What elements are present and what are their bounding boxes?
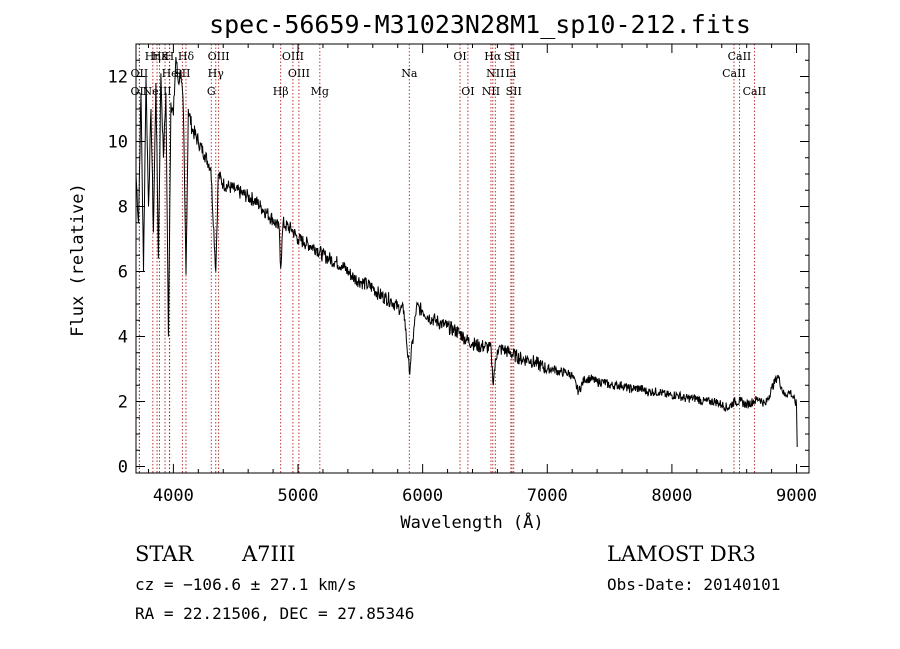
y-tick-label-4: 8	[118, 198, 128, 218]
observation-date: Obs-Date: 20140101	[607, 575, 780, 594]
redshift-cz: cz = −106.6 ± 27.1 km/s	[135, 575, 357, 594]
line-marker-label-26: CaII	[728, 50, 752, 63]
spectrum-series-line	[135, 56, 798, 448]
x-axis-ticks: 4000 5000 6000 7000 8000 9000	[147, 44, 817, 506]
y-tick-label-3: 6	[118, 263, 128, 283]
line-marker-label-6: He	[162, 67, 178, 80]
line-markers	[138, 44, 755, 473]
x-tick-label-5: 9000	[776, 486, 817, 506]
x-tick-label-3: 7000	[527, 486, 568, 506]
line-marker-label-7: NeIII	[142, 85, 171, 98]
line-marker-label-24: NII	[482, 85, 500, 98]
sky-coordinates: RA = 22.21506, DEC = 27.85346	[135, 604, 414, 623]
object-class: STAR	[135, 542, 194, 566]
y-tick-label-1: 2	[118, 393, 128, 413]
line-marker-label-8: SII	[174, 67, 190, 80]
x-tick-label-0: 4000	[153, 486, 194, 506]
line-marker-label-12: G	[207, 85, 216, 98]
y-tick-label-6: 12	[108, 68, 128, 88]
line-marker-label-22: NII	[486, 67, 504, 80]
line-marker-label-2: OII	[131, 85, 149, 98]
chart-title: spec-56659-M31023N28M1_sp10-212.fits	[209, 10, 751, 39]
line-marker-label-14: OIII	[288, 67, 310, 80]
x-tick-label-4: 8000	[651, 486, 692, 506]
line-marker-label-5: K	[161, 50, 170, 63]
y-axis-label: Flux (relative)	[68, 183, 88, 337]
line-marker-label-19: OI	[461, 85, 474, 98]
survey-name: LAMOST DR3	[607, 542, 756, 566]
line-marker-label-11: Hγ	[208, 67, 225, 80]
x-tick-label-2: 6000	[402, 486, 443, 506]
line-marker-label-4: H	[165, 50, 175, 63]
object-subclass: A7III	[241, 542, 295, 566]
line-marker-label-17: Na	[401, 67, 418, 80]
y-axis-ticks: 0 2 4 6 8 10 12	[108, 59, 809, 478]
line-marker-label-20: Hα	[484, 50, 502, 63]
line-marker-label-10: OIII	[208, 50, 230, 63]
line-marker-label-25: SII	[506, 85, 522, 98]
line-marker-label-23: Li	[505, 67, 516, 80]
line-marker-label-18: OI	[453, 50, 466, 63]
plot-frame	[135, 43, 810, 474]
y-tick-label-5: 10	[108, 133, 128, 153]
line-marker-label-28: CaII	[743, 85, 767, 98]
line-marker-label-13: OIII	[282, 50, 304, 63]
line-marker-label-27: CaII	[722, 67, 746, 80]
line-marker-label-15: Hβ	[273, 85, 289, 98]
line-marker-label-21: SII	[504, 50, 520, 63]
line-marker-label-9: Hδ	[178, 50, 195, 63]
x-axis-label: Wavelength (Å)	[400, 511, 543, 533]
x-tick-label-1: 5000	[278, 486, 319, 506]
y-tick-label-0: 0	[118, 458, 128, 478]
line-marker-label-16: Mg	[311, 85, 329, 98]
line-marker-label-0: Hη	[145, 50, 161, 63]
y-tick-label-2: 4	[118, 328, 128, 348]
line-marker-label-3: Hε	[152, 50, 168, 63]
